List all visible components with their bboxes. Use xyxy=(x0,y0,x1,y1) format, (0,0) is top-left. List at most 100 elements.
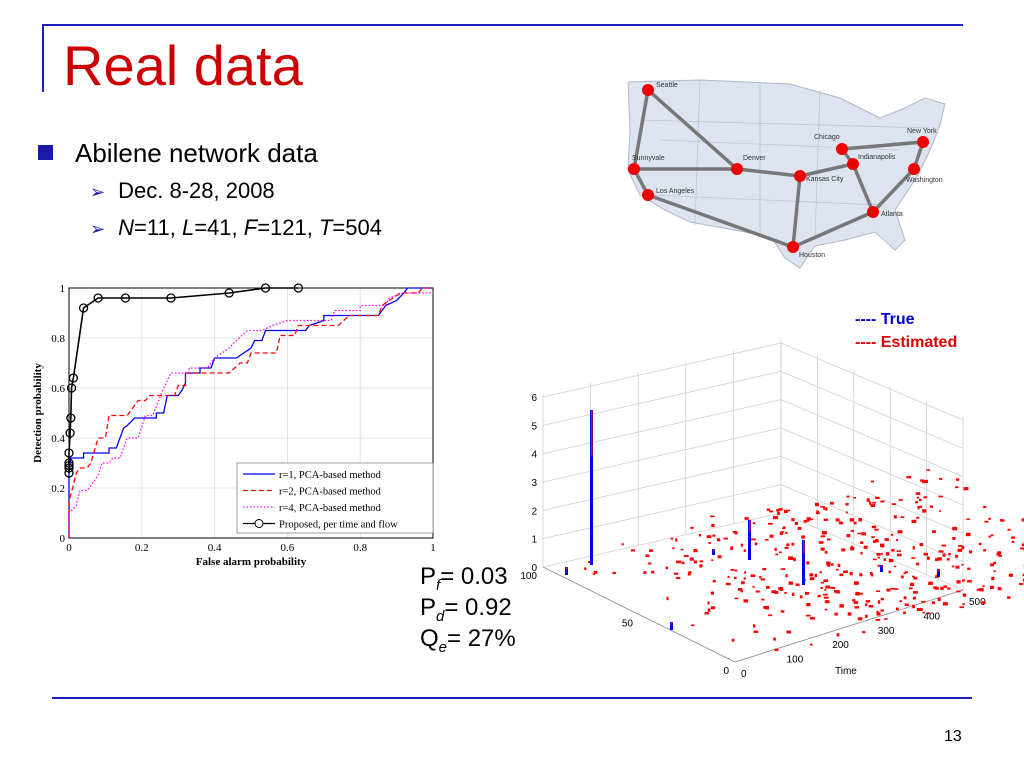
city-label: Houston xyxy=(799,252,825,259)
state-border xyxy=(649,194,881,206)
estimated-mark xyxy=(820,581,825,584)
estimated-mark xyxy=(823,596,829,599)
estimated-mark xyxy=(903,611,906,615)
estimated-spike xyxy=(881,565,883,568)
estimated-mark xyxy=(855,593,860,596)
estimated-mark xyxy=(806,602,811,607)
estimated-mark xyxy=(937,557,942,561)
square-bullet-icon xyxy=(38,145,53,160)
abilene-network-map: Seattle Sunnyvale Los Angeles Denver Kansas … xyxy=(627,79,946,269)
estimated-mark xyxy=(676,560,682,564)
estimated-mark xyxy=(823,579,829,583)
estimated-mark xyxy=(854,581,859,585)
estimated-mark xyxy=(774,590,779,594)
estimated-mark xyxy=(730,568,735,571)
estimated-mark xyxy=(871,502,877,504)
estimated-mark xyxy=(1007,596,1011,599)
estimated-mark xyxy=(805,614,811,617)
stat-sub: e xyxy=(438,638,448,656)
param-val: =504 xyxy=(332,215,382,240)
estimated-mark xyxy=(782,527,786,530)
data-point xyxy=(64,458,74,468)
data-point xyxy=(93,293,103,303)
z-gridline xyxy=(780,455,964,534)
time-tick-label: 100 xyxy=(787,655,804,666)
estimated-mark xyxy=(717,555,722,559)
estimated-mark xyxy=(877,556,880,559)
estimated-mark xyxy=(788,556,793,560)
estimated-mark xyxy=(942,602,948,606)
estimated-mark xyxy=(877,564,880,567)
estimated-mark xyxy=(763,606,768,609)
estimated-mark xyxy=(809,573,814,577)
estimated-mark xyxy=(794,521,799,525)
estimated-mark xyxy=(814,573,817,578)
y-axis-label: Detection probability xyxy=(32,363,44,463)
estimated-mark xyxy=(707,608,711,612)
estimated-mark xyxy=(630,549,636,552)
estimated-mark xyxy=(837,563,841,568)
estimated-mark xyxy=(767,522,773,525)
estimated-mark xyxy=(865,600,871,603)
estimated-mark xyxy=(933,586,938,589)
estimated-mark xyxy=(959,606,965,609)
data-point xyxy=(64,448,74,458)
estimated-mark xyxy=(913,577,918,580)
estimated-mark xyxy=(920,608,923,612)
true-spike xyxy=(712,549,715,555)
estimated-mark xyxy=(708,542,711,544)
arrow-bullet-icon: ➢ xyxy=(90,182,106,202)
estimated-mark xyxy=(592,573,596,575)
legend-label: Proposed, per time and flow xyxy=(279,520,398,531)
estimated-spike xyxy=(713,549,715,551)
estimated-mark xyxy=(1021,518,1024,522)
estimated-mark xyxy=(869,571,873,576)
estimated-mark xyxy=(593,570,598,574)
estimated-mark xyxy=(883,558,887,561)
node-sunnyvale xyxy=(628,163,640,175)
stat-qe: Qe= 27% xyxy=(420,625,516,656)
estimated-mark xyxy=(880,543,885,547)
city-label: Los Angeles xyxy=(656,188,695,195)
estimated-mark xyxy=(797,526,802,530)
city-label: Sunnyvale xyxy=(632,155,665,162)
param-var: F xyxy=(243,215,258,240)
estimated-mark xyxy=(880,609,884,612)
estimated-mark xyxy=(648,549,653,552)
estimated-mark xyxy=(773,637,776,641)
estimated-mark xyxy=(777,511,780,516)
data-point xyxy=(68,373,79,383)
bullet-abilene: Abilene network data xyxy=(38,138,318,169)
stat-value: = 0.03 xyxy=(440,563,508,590)
estimated-mark xyxy=(716,538,721,542)
legend-label: r=1, PCA-based method xyxy=(279,470,382,481)
left-rule xyxy=(42,24,44,92)
estimated-mark xyxy=(699,564,703,568)
estimated-spike xyxy=(749,520,751,532)
estimated-mark xyxy=(815,511,820,515)
x-tick-label: 0.4 xyxy=(208,542,222,554)
estimated-mark xyxy=(966,580,972,583)
time-tick-label: 200 xyxy=(832,640,849,651)
z-gridline xyxy=(780,399,964,478)
estimated-mark xyxy=(699,560,704,563)
estimated-mark xyxy=(922,611,925,614)
estimated-mark xyxy=(993,561,996,565)
estimated-mark xyxy=(778,508,783,511)
true-spike xyxy=(880,565,883,572)
estimated-mark xyxy=(835,518,840,522)
estimated-mark xyxy=(762,567,767,571)
z-gridline xyxy=(542,342,782,398)
estimated-mark xyxy=(861,532,866,536)
estimated-mark xyxy=(805,519,810,522)
estimated-mark xyxy=(774,648,779,652)
network-link xyxy=(647,193,794,249)
z-tick-label: 3 xyxy=(531,478,537,489)
legend-marker xyxy=(254,519,264,528)
estimated-mark xyxy=(954,486,959,489)
estimated-mark xyxy=(693,560,698,564)
estimated-mark xyxy=(947,587,951,590)
estimated-mark xyxy=(786,543,790,547)
estimated-mark xyxy=(958,545,963,547)
